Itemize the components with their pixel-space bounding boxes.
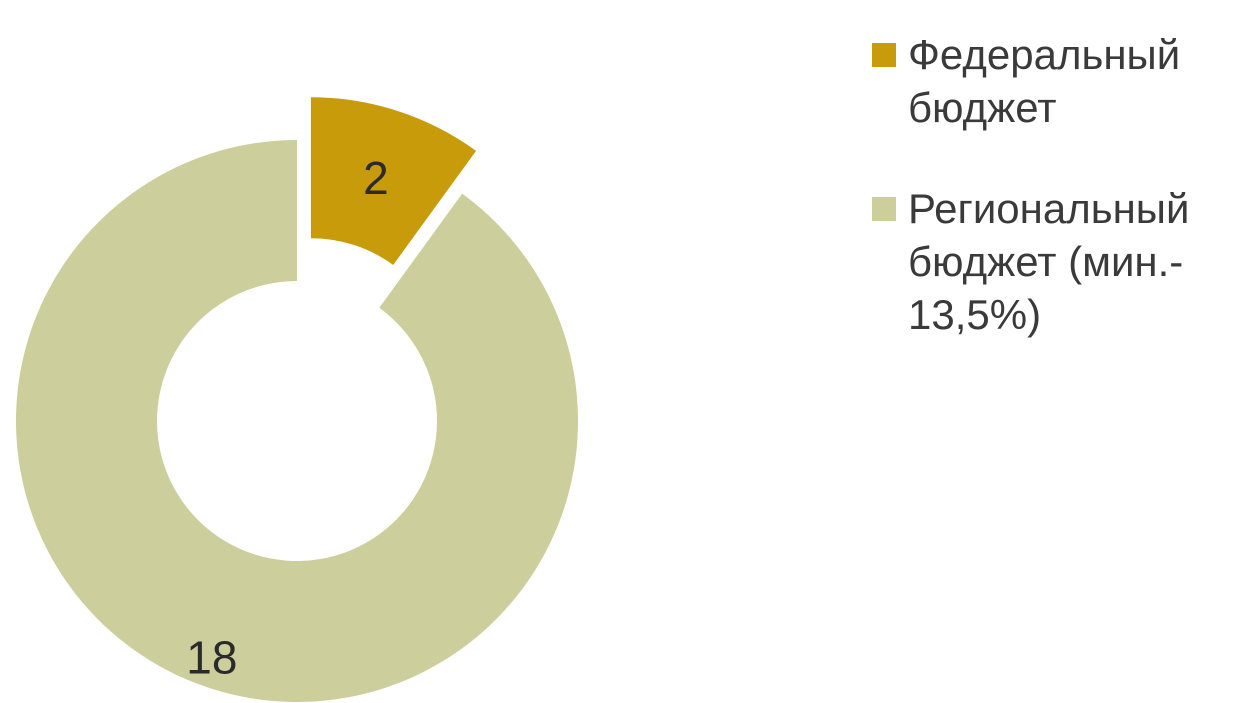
legend-federal-budget: Федеральный бюджет	[872, 28, 1242, 134]
label-federal-budget: 2	[363, 152, 389, 204]
slice-labels: 2 18	[186, 152, 388, 684]
slice-federal-budget	[310, 97, 477, 265]
donut-slices	[15, 97, 578, 702]
legend: Федеральный бюджет Региональный бюджет (м…	[872, 28, 1242, 389]
label-regional-budget: 18	[186, 632, 237, 684]
legend-label: Региональный бюджет (мин.- 13,5%)	[908, 185, 1190, 338]
legend-regional-budget: Региональный бюджет (мин.- 13,5%)	[872, 182, 1242, 341]
legend-label: Федеральный бюджет	[908, 31, 1181, 131]
legend-swatch	[872, 43, 896, 67]
legend-swatch	[872, 197, 896, 221]
slice-regional-budget	[15, 140, 578, 702]
